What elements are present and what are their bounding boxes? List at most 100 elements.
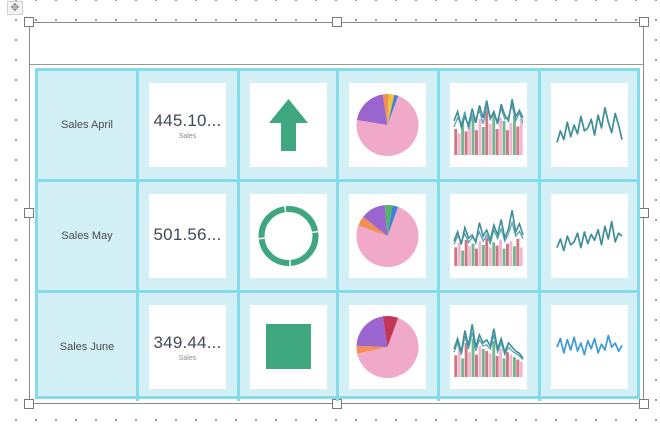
combo-bar [499, 117, 502, 155]
combo-bar [492, 242, 496, 266]
pie-slice-orange [358, 216, 388, 236]
combo-bar [519, 361, 523, 377]
resize-handle-top[interactable] [332, 17, 342, 27]
row-label: Sales May [61, 230, 113, 242]
resize-handle-bottom-left[interactable] [24, 399, 34, 409]
combo-bar [461, 120, 465, 155]
sparkline-tile[interactable] [551, 194, 628, 278]
combo-chart-tile[interactable] [450, 83, 527, 167]
combo-bar [478, 119, 482, 155]
combo-bar [509, 354, 513, 377]
kpi-value: 501.56... [153, 225, 222, 244]
combo-bar [513, 357, 516, 377]
tablix-row: Sales April 445.10... Sales [38, 71, 637, 179]
indicator-cell[interactable] [240, 71, 339, 179]
kpi-caption: Sales [178, 132, 197, 140]
sparkline-cell[interactable] [541, 182, 637, 290]
pie-slice-purple [363, 205, 388, 236]
combo-bar [519, 247, 523, 266]
row-divider [38, 179, 637, 182]
combo-bar [495, 245, 499, 266]
combo-bar [471, 338, 475, 377]
combo-bar [475, 354, 478, 377]
resize-handle-left[interactable] [24, 208, 34, 218]
row-label-cell[interactable]: Sales June [38, 293, 139, 401]
sparkline-tile[interactable] [551, 305, 628, 389]
kpi-tile[interactable]: 445.10... Sales [149, 83, 226, 167]
resize-handle-right[interactable] [639, 208, 649, 218]
pie-slice-pink [357, 317, 419, 379]
ring-shape [258, 206, 319, 266]
pie-chart-tile[interactable] [349, 194, 426, 278]
combo-bar [468, 246, 471, 266]
combo-bar [492, 341, 496, 377]
sparkline-cell[interactable] [541, 293, 637, 401]
pie-chart-tile[interactable] [349, 83, 426, 167]
combo-bar [475, 248, 478, 266]
combo-bar [509, 241, 513, 266]
pie-slice-blue [387, 205, 399, 236]
sparkline-tile[interactable] [551, 83, 628, 167]
pie-cell[interactable] [339, 71, 440, 179]
combo-bar [464, 131, 468, 155]
row-label-cell[interactable]: Sales April [38, 71, 139, 179]
title-area[interactable] [30, 23, 643, 65]
indicator-cell[interactable] [240, 182, 339, 290]
combo-bar [461, 358, 465, 377]
pie-slice-orange [356, 345, 388, 354]
resize-handle-right-bottom[interactable] [639, 399, 649, 409]
combo-bar [461, 250, 465, 266]
combo-chart-tile[interactable] [450, 305, 527, 389]
kpi-tile[interactable]: 349.44... Sales [149, 305, 226, 389]
sales-tablix[interactable]: Sales April 445.10... Sales Sales May 501.56… [35, 68, 640, 401]
combo-chart-cell[interactable] [440, 71, 541, 179]
combo-bar [454, 355, 458, 377]
combo-bar [502, 358, 506, 377]
combo-chart [453, 99, 524, 155]
kpi-value: 445.10... [153, 110, 222, 130]
combo-bar [513, 246, 516, 266]
combo-bar [516, 359, 520, 377]
indicator-cell[interactable] [240, 293, 339, 401]
kpi-tile[interactable]: 501.56... [149, 194, 226, 278]
combo-bar [506, 352, 509, 377]
indicator-tile[interactable] [250, 305, 327, 389]
row-divider [38, 290, 637, 293]
combo-line-primary [453, 99, 524, 130]
ring-icon [258, 206, 319, 266]
move-handle-icon[interactable]: ✥ [7, 1, 23, 15]
resize-handle-top-right[interactable] [639, 17, 649, 27]
combo-chart [453, 210, 524, 266]
combo-bar [502, 248, 506, 266]
tablix-row: Sales June 349.44... Sales [38, 293, 637, 401]
pie-slice-orange [382, 94, 389, 125]
kpi-cell[interactable]: 445.10... Sales [139, 71, 240, 179]
pie-slice-pink [356, 206, 419, 268]
pie-slice-green [384, 204, 393, 236]
combo-bar [471, 243, 475, 266]
pie-slice-blue [387, 94, 399, 125]
indicator-tile[interactable] [250, 83, 327, 167]
combo-line-secondary [453, 332, 524, 361]
kpi-caption: Sales [178, 354, 197, 362]
pie-cell[interactable] [339, 293, 440, 401]
pie-cell[interactable] [339, 182, 440, 290]
combo-bar [502, 120, 506, 155]
combo-chart-cell[interactable] [440, 293, 541, 401]
combo-line-primary [453, 210, 524, 245]
kpi-cell[interactable]: 349.44... Sales [139, 293, 240, 401]
combo-chart-tile[interactable] [450, 194, 527, 278]
combo-bar [509, 122, 513, 155]
row-label: Sales April [61, 119, 113, 131]
combo-bar [513, 115, 516, 155]
resize-handle-top-left[interactable] [24, 17, 34, 27]
pie-chart-tile[interactable] [349, 305, 426, 389]
combo-chart [453, 324, 524, 377]
row-label: Sales June [59, 341, 115, 353]
combo-bar [457, 133, 461, 155]
row-label-cell[interactable]: Sales May [38, 182, 139, 290]
combo-chart-cell[interactable] [440, 182, 541, 290]
kpi-cell[interactable]: 501.56... [139, 182, 240, 290]
indicator-tile[interactable] [250, 194, 327, 278]
sparkline-cell[interactable] [541, 71, 637, 179]
